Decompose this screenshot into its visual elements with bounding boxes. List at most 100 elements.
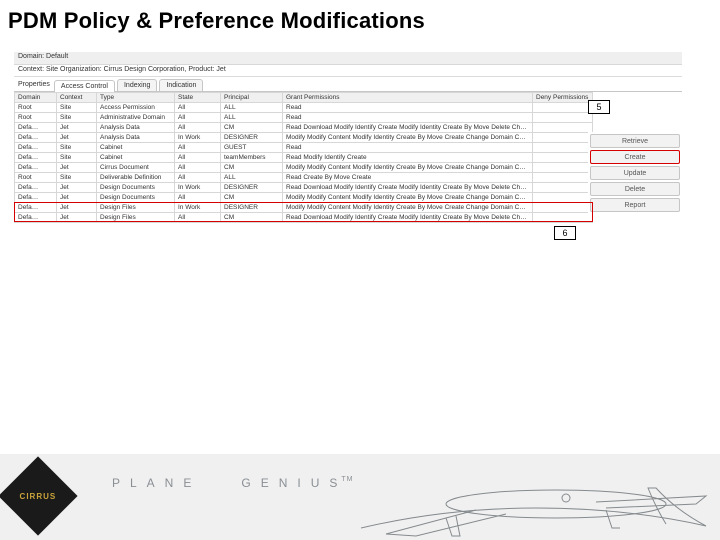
table-row[interactable]: Defa…SiteCabinetAllGUESTRead [15,143,593,153]
table-row[interactable]: Defa…JetDesign FilesIn WorkDESIGNERModif… [15,203,593,213]
column-header[interactable]: Domain [15,93,57,103]
table-cell: Jet [57,123,97,133]
table-cell: In Work [175,133,221,143]
table-cell: Root [15,173,57,183]
context-bar: Context: Site Organization: Cirrus Desig… [14,65,682,77]
column-header[interactable]: Context [57,93,97,103]
column-header[interactable]: Type [97,93,175,103]
create-button[interactable]: Create [590,150,680,164]
table-cell: Site [57,173,97,183]
update-button[interactable]: Update [590,166,680,180]
retrieve-button[interactable]: Retrieve [590,134,680,148]
tabs-label: Properties [14,81,54,88]
table-cell: Administrative Domain [97,113,175,123]
table-row[interactable]: Defa…JetAnalysis DataIn WorkDESIGNERModi… [15,133,593,143]
table-row[interactable]: Defa…JetDesign DocumentsIn WorkDESIGNERR… [15,183,593,193]
table-row[interactable]: RootSiteAccess PermissionAllALLRead [15,103,593,113]
table-cell [533,173,593,183]
table-row[interactable]: Defa…JetCirrus DocumentAllCMModify Modif… [15,163,593,173]
table-cell [533,163,593,173]
table-cell: Read [283,113,533,123]
table-cell: Site [57,153,97,163]
table-cell: Jet [57,163,97,173]
column-header[interactable]: Principal [221,93,283,103]
table-cell: Jet [57,193,97,203]
table-cell: Read Modify Identify Create [283,153,533,163]
table-cell: Read Create By Move Create [283,173,533,183]
table-cell: Root [15,103,57,113]
table-cell [533,193,593,203]
table-cell: All [175,193,221,203]
table-cell: Root [15,113,57,123]
table-cell: Jet [57,203,97,213]
table-cell: Site [57,143,97,153]
table-cell: Defa… [15,183,57,193]
table-cell: Jet [57,213,97,223]
column-header[interactable]: State [175,93,221,103]
footer-band: CIRRUS PLANE GENIUSTM [0,454,720,540]
table-cell: ALL [221,173,283,183]
table-row[interactable]: Defa…SiteCabinetAllteamMembersRead Modif… [15,153,593,163]
tab-access-control[interactable]: Access Control [54,80,115,92]
table-cell: Design Documents [97,183,175,193]
table-cell: All [175,123,221,133]
table-cell: Defa… [15,213,57,223]
table-cell: Read Download Modify Identify Create Mod… [283,183,533,193]
brand-wordmark: PLANE GENIUSTM [112,476,353,490]
table-row[interactable]: RootSiteDeliverable DefinitionAllALLRead… [15,173,593,183]
table-row[interactable]: RootSiteAdministrative DomainAllALLRead [15,113,593,123]
table-cell: Defa… [15,123,57,133]
table-cell: CM [221,123,283,133]
tab-indexing[interactable]: Indexing [117,79,157,91]
table-cell: teamMembers [221,153,283,163]
logo-badge: CIRRUS [0,456,78,535]
table-cell [533,133,593,143]
table-cell [533,153,593,163]
table-cell: ALL [221,113,283,123]
brand-text: PLANE GENIUS [112,476,347,490]
table-cell: DESIGNER [221,183,283,193]
table-cell [533,143,593,153]
table-cell: Cirrus Document [97,163,175,173]
table-cell [533,213,593,223]
table-row[interactable]: Defa…JetDesign FilesAllCMRead Download M… [15,213,593,223]
table-cell: In Work [175,203,221,213]
table-cell: Defa… [15,193,57,203]
table-cell: CM [221,193,283,203]
table-cell: GUEST [221,143,283,153]
tab-indication[interactable]: Indication [159,79,203,91]
logo-text: CIRRUS [20,491,57,500]
delete-button[interactable]: Delete [590,182,680,196]
column-header[interactable]: Deny Permissions [533,93,593,103]
callout-6: 6 [554,226,576,240]
grid-wrap: DomainContextTypeStatePrincipalGrant Per… [14,92,682,223]
table-header-row: DomainContextTypeStatePrincipalGrant Per… [15,93,593,103]
table-cell: Design Files [97,213,175,223]
table-cell: Site [57,103,97,113]
table-cell: All [175,113,221,123]
table-cell: Cabinet [97,143,175,153]
table-cell: Jet [57,133,97,143]
table-cell: Access Permission [97,103,175,113]
report-button[interactable]: Report [590,198,680,212]
table-cell: Defa… [15,133,57,143]
airplane-icon [356,458,716,540]
trademark-icon: TM [341,476,353,483]
table-cell: Defa… [15,163,57,173]
table-cell [533,183,593,193]
table-cell: CM [221,213,283,223]
table-cell: All [175,173,221,183]
table-cell: ALL [221,103,283,113]
table-cell: Read Download Modify Identify Create Mod… [283,123,533,133]
column-header[interactable]: Grant Permissions [283,93,533,103]
table-cell [533,123,593,133]
table-cell: In Work [175,183,221,193]
table-row[interactable]: Defa…JetDesign DocumentsAllCMModify Modi… [15,193,593,203]
table-cell: Read [283,143,533,153]
table-cell: DESIGNER [221,203,283,213]
callout-5: 5 [588,100,610,114]
table-row[interactable]: Defa…JetAnalysis DataAllCMRead Download … [15,123,593,133]
table-cell: Design Files [97,203,175,213]
table-cell: Modify Modify Content Modify Identity Cr… [283,133,533,143]
slide-root: PDM Policy & Preference Modifications Do… [0,0,720,540]
